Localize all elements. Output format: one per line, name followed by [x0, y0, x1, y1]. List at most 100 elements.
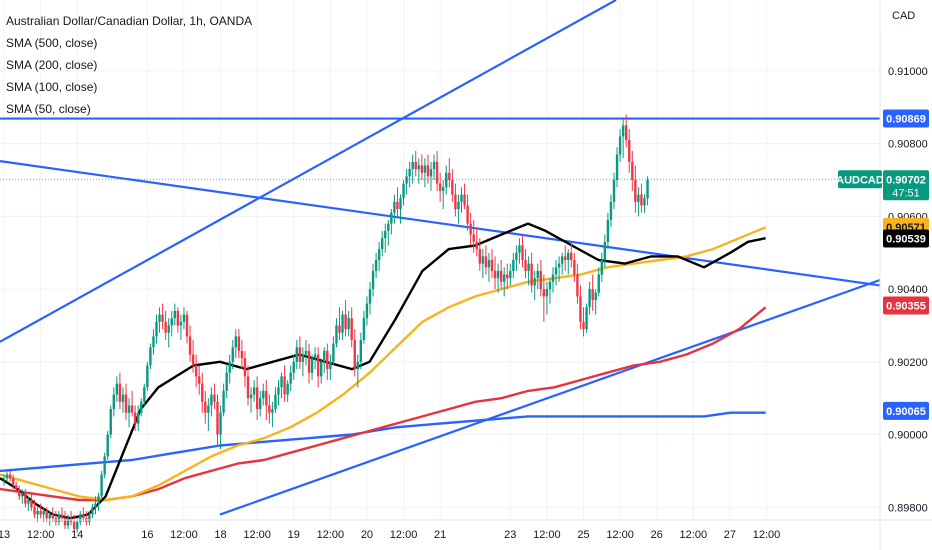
candle-body [158, 314, 161, 322]
candle-body [24, 492, 27, 504]
candle-body [176, 310, 180, 326]
candle-body [243, 358, 247, 377]
candle-body [237, 336, 241, 351]
candle-body [396, 201, 399, 210]
candle-body [390, 212, 393, 224]
candle-body [335, 325, 338, 344]
candle-body [283, 376, 286, 395]
trend-line [0, 0, 617, 343]
time-tick-label: 12:00 [533, 529, 561, 541]
candle-body [438, 183, 442, 191]
price-tick-label: 0.89800 [888, 502, 928, 514]
candle-body [594, 292, 597, 300]
candle-body [435, 161, 439, 184]
candle-body [286, 383, 289, 395]
candle-body [63, 518, 67, 526]
candle-body [570, 252, 573, 260]
candle-body [475, 241, 478, 250]
candle-body [194, 365, 198, 377]
candle-body [240, 350, 244, 359]
candle-body [91, 507, 94, 515]
candle-body [252, 387, 256, 395]
time-tick-label: 12:00 [753, 529, 781, 541]
candle-body [127, 405, 131, 413]
chart-title[interactable]: Australian Dollar/Canadian Dollar, 1h, O… [6, 14, 253, 28]
indicator-sma200[interactable]: SMA (200, close) [6, 58, 98, 72]
candle-body [143, 387, 146, 402]
candle-body [146, 365, 149, 388]
candle-body [423, 165, 427, 173]
candle-body [585, 307, 588, 330]
candle-body [414, 161, 417, 170]
time-tick-label: 25 [577, 529, 589, 541]
indicator-sma500[interactable]: SMA (500, close) [6, 36, 98, 50]
candle-body [140, 401, 143, 413]
currency-label[interactable]: CAD [892, 10, 916, 22]
candle-body [625, 125, 628, 140]
candle-body [371, 270, 375, 290]
price-badge [883, 296, 929, 315]
candle-body [524, 260, 527, 271]
candle-body [499, 270, 503, 282]
time-tick-label: 12:00 [170, 529, 198, 541]
candle-body [490, 260, 494, 271]
candle-body [530, 263, 533, 286]
candle-body [631, 161, 634, 180]
candle-body [469, 223, 472, 235]
candle-body [133, 412, 137, 424]
candle-body [118, 383, 122, 402]
candle-body [503, 274, 506, 282]
candle-body [387, 223, 390, 231]
price-tick-label: 0.90400 [888, 284, 928, 296]
candle-body [155, 321, 158, 337]
price-tick-label: 0.90200 [888, 357, 928, 369]
candle-body [408, 169, 411, 177]
candle-body [332, 343, 335, 362]
time-tick-label: 12:00 [390, 529, 418, 541]
candle-body [643, 198, 646, 206]
indicator-sma100[interactable]: SMA (100, close) [6, 80, 98, 94]
candle-body [646, 180, 649, 199]
candle-body [362, 318, 366, 340]
time-tick-label: 12:00 [27, 529, 55, 541]
indicator-sma50[interactable]: SMA (50, close) [6, 102, 91, 116]
candle-body [512, 260, 515, 271]
candle-body [368, 289, 372, 304]
trendlines[interactable] [0, 0, 881, 516]
candle-body [393, 201, 396, 213]
candle-body [313, 354, 317, 359]
candle-body [457, 201, 460, 210]
candle-body [603, 241, 607, 260]
candle-body [289, 372, 292, 384]
candle-body [94, 503, 97, 508]
candle-body [112, 394, 115, 410]
price-badge-text: 0.90539 [886, 234, 926, 246]
candle-body [426, 165, 430, 177]
time-tick-label: 12:00 [317, 529, 345, 541]
time-tick-label: 26 [651, 529, 663, 541]
candle-body [506, 274, 509, 279]
candle-body [304, 350, 308, 355]
candle-body [466, 205, 469, 224]
candle-body [201, 383, 204, 402]
candle-body [600, 260, 603, 275]
price-axis[interactable]: 0.900000.898000.902000.904000.906000.908… [879, 0, 928, 550]
candle-body [179, 321, 183, 326]
current-price-badge [883, 170, 929, 201]
candle-body [173, 310, 176, 319]
time-tick-label: 27 [724, 529, 736, 541]
candle-body [323, 350, 326, 362]
time-axis[interactable]: 13 12:00 14 16 12:00 18 12:00 19 12:00 20 12:00 21 2… [0, 519, 932, 541]
candle-body [48, 514, 51, 519]
candle-body [374, 260, 378, 271]
candle-body [338, 325, 341, 333]
candle-body [591, 289, 594, 300]
candle-body [384, 230, 387, 239]
candle-body [204, 401, 207, 413]
candle-body [39, 510, 42, 515]
candle-body [399, 198, 402, 210]
candle-body [493, 270, 497, 279]
candle-body [326, 350, 329, 370]
